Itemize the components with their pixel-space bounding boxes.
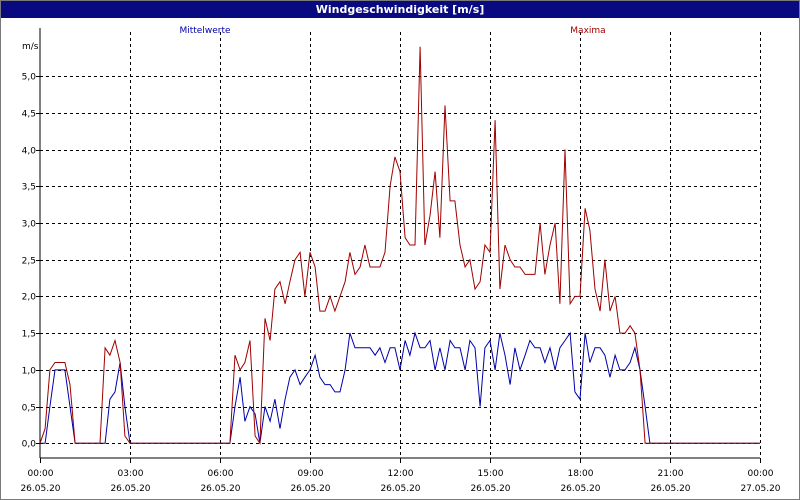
axes xyxy=(36,28,761,463)
x-tick-date: 26.05.20 xyxy=(650,484,690,494)
x-tick-time: 00:00 xyxy=(748,469,774,479)
x-tick-date: 26.05.20 xyxy=(290,484,330,494)
x-tick-time: 21:00 xyxy=(658,469,684,479)
y-tick-label: 4,5 xyxy=(22,110,36,120)
grid xyxy=(40,32,761,458)
y-tick-label: 1,5 xyxy=(22,330,36,340)
labels: m/s Mittelwerte Maxima 0,0 0,5 1,0 1,5 2,0 2,… xyxy=(20,26,780,494)
window-title: Windgeschwindigkeit [m/s] xyxy=(1,1,799,18)
x-tick-time: 00:00 xyxy=(28,469,54,479)
series xyxy=(39,46,760,445)
x-tick-date: 26.05.20 xyxy=(560,484,600,494)
y-tick-label: 5,0 xyxy=(22,73,37,83)
y-tick-label: 3,0 xyxy=(22,220,37,230)
x-tick-time: 15:00 xyxy=(478,469,504,479)
y-tick-label: 1,0 xyxy=(22,367,37,377)
legend-mittelwerte: Mittelwerte xyxy=(179,26,230,36)
y-tick-label: 3,5 xyxy=(22,183,36,193)
y-tick-label: 4,0 xyxy=(22,147,37,157)
series-line-maxima xyxy=(39,46,760,445)
x-tick-time: 18:00 xyxy=(568,469,594,479)
y-tick-label: 2,0 xyxy=(22,293,37,303)
y-tick-label: 2,5 xyxy=(22,257,36,267)
x-tick-time: 03:00 xyxy=(118,469,144,479)
x-tick-time: 09:00 xyxy=(298,469,324,479)
x-tick-date: 26.05.20 xyxy=(110,484,150,494)
y-axis-label: m/s xyxy=(22,42,39,52)
legend-maxima: Maxima xyxy=(570,26,605,36)
x-tick-date: 26.05.20 xyxy=(20,484,60,494)
y-tick-label: 0,5 xyxy=(22,404,36,414)
x-tick-date: 26.05.20 xyxy=(200,484,240,494)
x-tick-date: 27.05.20 xyxy=(740,484,780,494)
x-tick-date: 26.05.20 xyxy=(380,484,420,494)
y-tick-label: 0,0 xyxy=(22,440,37,450)
x-tick-date: 26.05.20 xyxy=(470,484,510,494)
x-tick-time: 06:00 xyxy=(208,469,234,479)
x-tick-time: 12:00 xyxy=(388,469,414,479)
